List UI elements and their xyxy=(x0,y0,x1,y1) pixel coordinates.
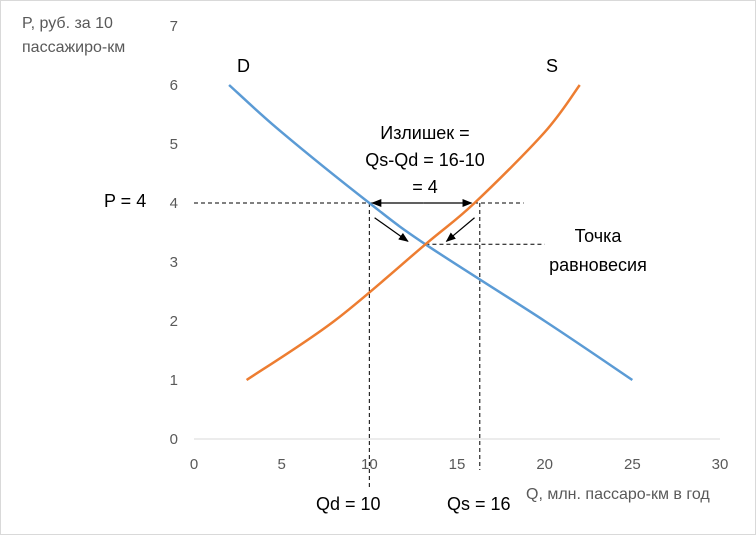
x-tick-label: 5 xyxy=(277,456,285,473)
demand-curve xyxy=(228,84,634,382)
y-tick-label: 1 xyxy=(170,372,178,389)
x-tick-label: 0 xyxy=(190,456,198,473)
y-tick-label: 2 xyxy=(170,313,178,330)
y-tick-label: 7 xyxy=(170,18,178,35)
y-tick-label: 6 xyxy=(170,77,178,94)
x-tick-label: 15 xyxy=(449,456,466,473)
surplus-annotation-line1: Излишек = xyxy=(380,123,469,143)
qs-label: Qs = 16 xyxy=(447,494,511,514)
demand-to-equilibrium-arrow xyxy=(374,217,409,242)
supply-curve xyxy=(245,84,581,382)
price-level-label: P = 4 xyxy=(104,191,146,211)
supply-to-equilibrium-arrow xyxy=(445,217,475,242)
x-tick-label: 30 xyxy=(712,456,729,473)
x-axis-title: Q, млн. пассаро-км в год xyxy=(526,486,710,503)
y-tick-label: 0 xyxy=(170,431,178,448)
y-axis-title-line2: пассажиро-км xyxy=(22,39,125,56)
x-tick-label: 25 xyxy=(624,456,641,473)
supply-curve-label: S xyxy=(546,56,558,76)
y-axis-title-line1: P, руб. за 10 xyxy=(22,15,113,32)
y-tick-label: 3 xyxy=(170,254,178,271)
equilibrium-label-line1: Точка xyxy=(575,226,623,246)
y-tick-label: 4 xyxy=(170,195,178,212)
demand-curve-label: D xyxy=(237,56,250,76)
equilibrium-label-line2: равновесия xyxy=(549,255,647,275)
x-tick-label: 20 xyxy=(536,456,553,473)
y-tick-label: 5 xyxy=(170,136,178,153)
surplus-annotation-line3: = 4 xyxy=(412,177,438,197)
surplus-annotation-line2: Qs-Qd = 16-10 xyxy=(365,150,485,170)
qd-label: Qd = 10 xyxy=(316,494,381,514)
